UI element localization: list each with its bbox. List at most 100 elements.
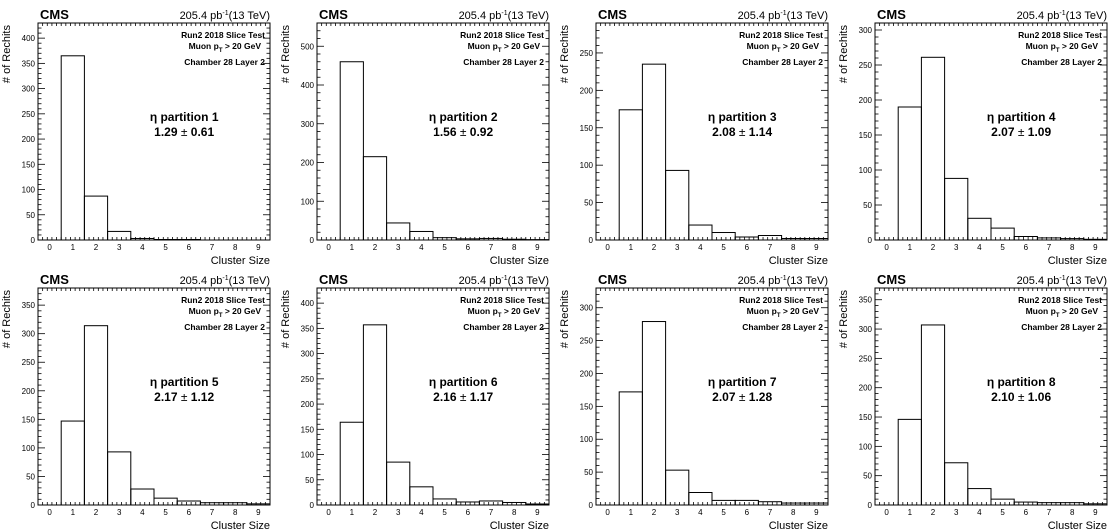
x-tick-label: 6 (466, 243, 471, 252)
histogram-bar (339, 421, 364, 506)
cut-suffix: > 20 GeV (501, 306, 540, 316)
chamber-label: Chamber 28 Layer 2 (463, 57, 544, 67)
y-tick-label: 250 (301, 375, 315, 384)
x-tick-label: 8 (791, 508, 796, 517)
y-tick-label: 200 (22, 387, 36, 396)
eta-partition-label: η partition 6 (429, 375, 498, 389)
energy-value: (13 TeV) (508, 275, 549, 287)
rms-value: 0.61 (191, 125, 215, 139)
histogram-bar (688, 224, 713, 241)
y-tick-label: 150 (859, 413, 873, 422)
mean-value: 1.56 (433, 125, 457, 139)
histogram-bars (897, 56, 1108, 241)
y-tick-label: 400 (22, 34, 36, 43)
y-tick-label: 150 (580, 402, 594, 411)
rms-value: 1.28 (749, 390, 773, 404)
histogram-bar (688, 492, 713, 506)
rms-value: 1.12 (191, 390, 215, 404)
mean-rms-label: 2.08 ± 1.14 (712, 125, 772, 139)
y-tick-label: 250 (580, 49, 594, 58)
x-tick-label: 9 (535, 508, 540, 517)
histogram-bar (641, 63, 667, 241)
lumi-value: 205.4 pb (180, 275, 223, 287)
histogram-bar (409, 486, 434, 506)
histogram-bar (665, 469, 690, 506)
experiment-label: CMS (598, 272, 627, 287)
y-tick-label: 200 (859, 384, 873, 393)
experiment-label: CMS (877, 272, 906, 287)
y-tick-label: 150 (22, 415, 36, 424)
cut-prefix: Muon p (468, 41, 498, 51)
eta-partition-number: 3 (770, 110, 777, 124)
histogram-bars (618, 321, 829, 506)
x-tick-label: 9 (256, 508, 261, 517)
y-tick-label: 250 (22, 358, 36, 367)
eta-prefix: η partition (150, 110, 212, 124)
eta-partition-number: 7 (770, 375, 777, 389)
cut-suffix: > 20 GeV (1059, 41, 1098, 51)
y-tick-label: 0 (310, 236, 315, 245)
y-axis-title: # of Rechits (559, 290, 571, 349)
luminosity-label: 205.4 pb-1(13 TeV) (1017, 10, 1107, 22)
y-tick-label: 100 (301, 197, 315, 206)
x-tick-label: 3 (396, 243, 401, 252)
histogram-svg: 0 1 2 3 4 5 6 7 8 9 0 50 100 150 200 250 300 350 Cluster S… (838, 272, 1108, 530)
histogram-bar (920, 324, 946, 506)
mean-rms-label: 1.29 ± 0.61 (154, 125, 214, 139)
histogram-bar (1013, 501, 1038, 506)
histogram-svg: 0 1 2 3 4 5 6 7 8 9 0 50 100 150 200 250 300 350 400 Cluste… (280, 272, 550, 530)
x-tick-label: 6 (187, 508, 192, 517)
chamber-label: Chamber 28 Layer 2 (742, 322, 823, 332)
rms-value: 1.14 (749, 125, 773, 139)
x-tick-label: 5 (1000, 508, 1005, 517)
chamber-label: Chamber 28 Layer 2 (184, 57, 265, 67)
y-tick-label: 50 (305, 476, 314, 485)
histogram-bar (641, 321, 667, 506)
x-tick-label: 7 (210, 243, 215, 252)
x-tick-label: 5 (721, 243, 726, 252)
histogram-bar (990, 498, 1015, 506)
eta-prefix: η partition (708, 375, 770, 389)
y-tick-label: 300 (22, 330, 36, 339)
y-axis-title: # of Rechits (838, 290, 850, 349)
y-tick-label: 0 (589, 236, 594, 245)
luminosity-label: 205.4 pb-1(13 TeV) (459, 10, 549, 22)
experiment-label: CMS (877, 7, 906, 22)
cut-subscript: T (219, 48, 223, 54)
pm-sign: ± (178, 125, 191, 139)
run-label: Run2 2018 Slice Test (739, 30, 823, 40)
y-tick-label: 0 (31, 236, 36, 245)
run-label: Run2 2018 Slice Test (460, 30, 544, 40)
y-tick-label: 200 (301, 159, 315, 168)
y-tick-label: 100 (859, 442, 873, 451)
run-label: Run2 2018 Slice Test (460, 295, 544, 305)
y-tick-label: 150 (22, 160, 36, 169)
x-tick-label: 5 (163, 243, 168, 252)
luminosity-label: 205.4 pb-1(13 TeV) (1017, 275, 1107, 287)
x-tick-label: 1 (908, 243, 913, 252)
x-tick-label: 7 (489, 243, 494, 252)
cut-label: Muon pT > 20 GeV (468, 306, 541, 319)
lumi-exponent: -1 (1059, 10, 1065, 17)
histogram-bar (455, 238, 480, 241)
histogram-bar (1036, 502, 1062, 506)
histogram-bar (944, 177, 969, 241)
eta-partition-label: η partition 2 (429, 110, 498, 124)
eta-prefix: η partition (708, 110, 770, 124)
y-tick-label: 200 (22, 135, 36, 144)
x-tick-label: 2 (652, 243, 657, 252)
y-tick-label: 200 (580, 86, 594, 95)
eta-partition-number: 8 (1049, 375, 1056, 389)
run-label: Run2 2018 Slice Test (1018, 30, 1102, 40)
histogram-panel-1: 0 1 2 3 4 5 6 7 8 9 0 50 100 150 200 250 300 350 400 Cluste… (0, 0, 279, 265)
cut-subscript: T (777, 48, 781, 54)
x-tick-label: 9 (814, 243, 819, 252)
lumi-value: 205.4 pb (1017, 275, 1060, 287)
cut-subscript: T (1056, 313, 1060, 319)
mean-value: 2.17 (154, 390, 178, 404)
histogram-bar (478, 500, 504, 506)
x-tick-label: 5 (442, 243, 447, 252)
lumi-value: 205.4 pb (180, 10, 223, 22)
y-tick-label: 350 (301, 324, 315, 333)
histogram-bar (967, 217, 992, 241)
